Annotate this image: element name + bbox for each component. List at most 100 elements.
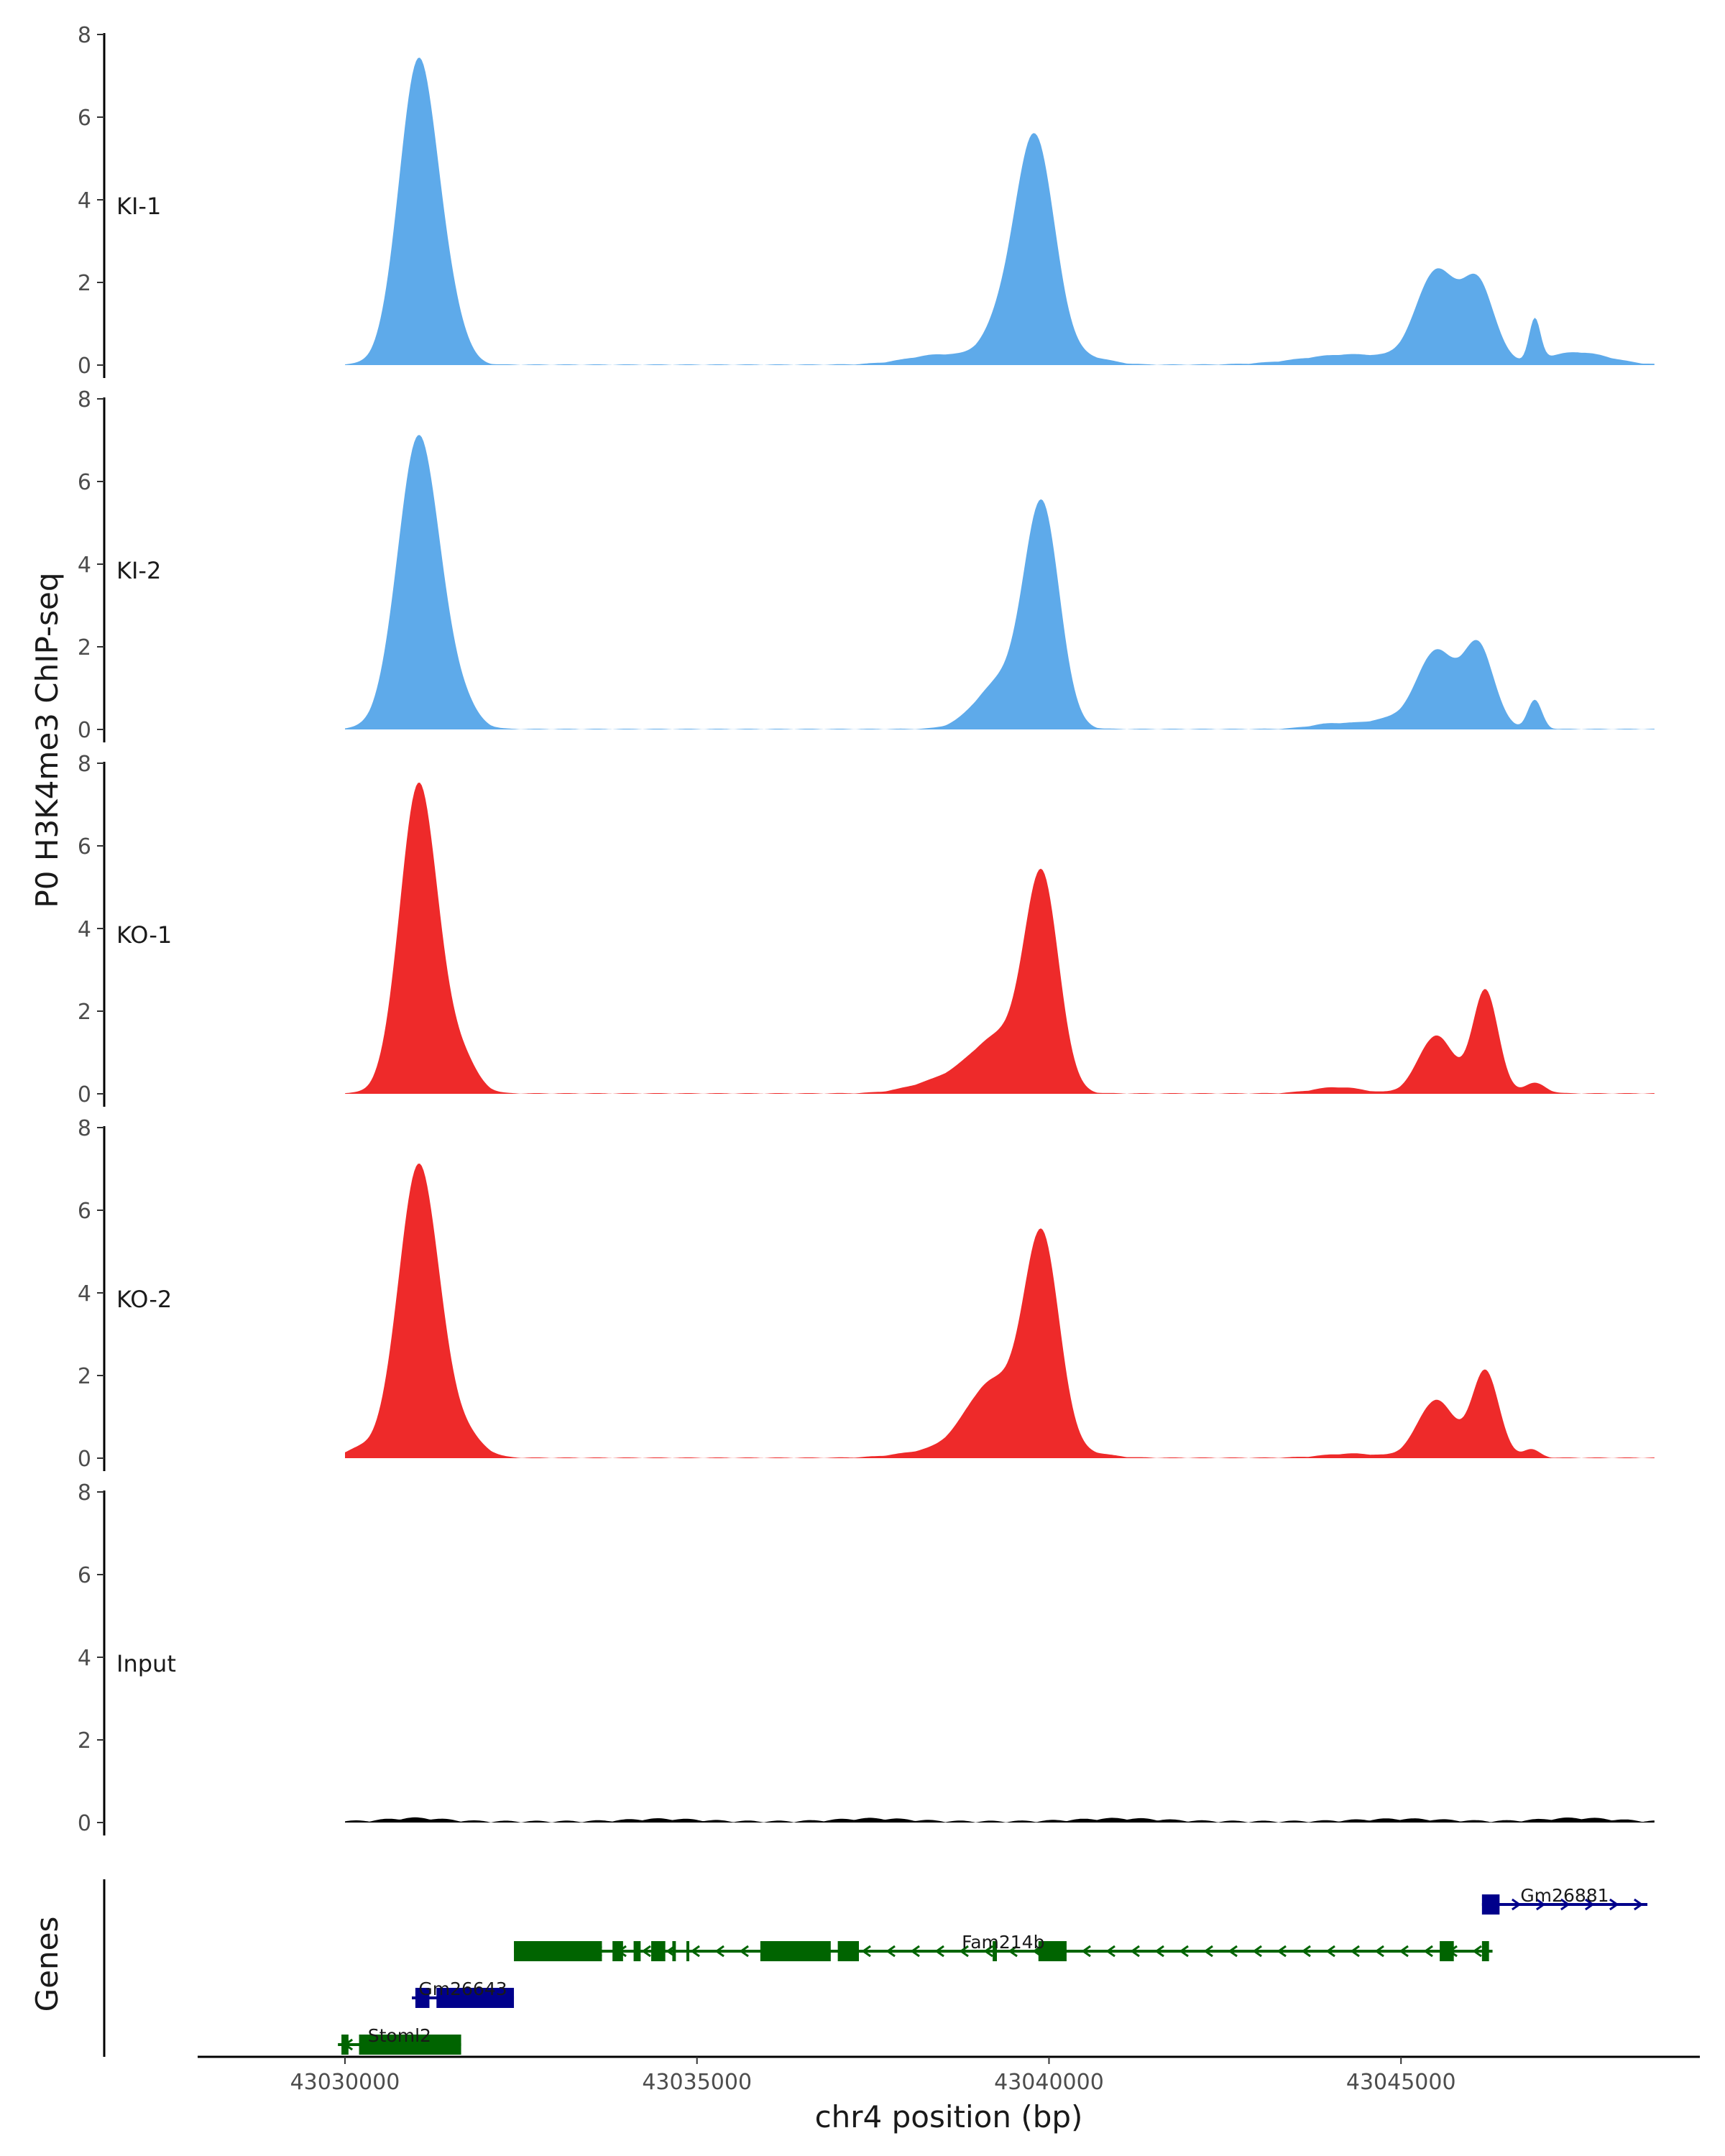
strand-arrow bbox=[641, 1945, 651, 1958]
gene-exon bbox=[514, 1941, 602, 1961]
gene-fam214b: Fam214b bbox=[514, 1932, 1493, 1961]
x-tick-label: 43030000 bbox=[290, 2070, 400, 2095]
gene-exon bbox=[651, 1941, 666, 1961]
gene-exon bbox=[341, 2035, 349, 2055]
y-tick-label: 6 bbox=[78, 106, 91, 131]
coverage-area bbox=[345, 57, 1655, 366]
strand-arrow bbox=[714, 1945, 724, 1958]
y-tick-label: 8 bbox=[78, 23, 91, 48]
track-input: 0 2 4 6 8 Input bbox=[78, 1480, 1655, 1836]
strand-arrow bbox=[1081, 1945, 1091, 1958]
x-axis: 43030000 43035000 43040000 43045000 bbox=[198, 2055, 1700, 2095]
track-label: KI-2 bbox=[116, 557, 161, 584]
strand-arrow bbox=[861, 1945, 871, 1958]
y-tick-label: 8 bbox=[78, 1116, 91, 1141]
y-tick-label: 4 bbox=[78, 188, 91, 213]
gene-label: Gm26643 bbox=[418, 1978, 507, 1999]
strand-arrow bbox=[1560, 1898, 1570, 1911]
strand-arrow bbox=[1472, 1945, 1482, 1958]
gene-exon bbox=[1440, 1941, 1454, 1961]
strand-arrow bbox=[1228, 1945, 1238, 1958]
gene-exon bbox=[837, 1941, 859, 1961]
y-tick-label: 2 bbox=[78, 1364, 91, 1389]
y-tick-label: 0 bbox=[78, 354, 91, 379]
strand-arrow bbox=[1154, 1945, 1164, 1958]
y-tick-label: 4 bbox=[78, 1646, 91, 1671]
track-ko-2: 0 2 4 6 8 KO-2 bbox=[78, 1116, 1655, 1472]
strand-arrow bbox=[1325, 1945, 1335, 1958]
strand-arrow bbox=[1008, 1945, 1018, 1958]
y-tick-label: 4 bbox=[78, 1281, 91, 1307]
strand-arrow bbox=[1511, 1898, 1522, 1911]
gene-exon bbox=[633, 1941, 641, 1961]
strand-arrow bbox=[739, 1945, 749, 1958]
y-tick-label: 0 bbox=[78, 1082, 91, 1107]
gene-exon bbox=[415, 1988, 430, 2008]
y-tick-label: 0 bbox=[78, 1447, 91, 1472]
y-tick-label: 2 bbox=[78, 271, 91, 296]
track-ki-2: 0 2 4 6 8 KI-2 bbox=[78, 387, 1655, 743]
y-tick-label: 4 bbox=[78, 917, 91, 942]
x-tick-label: 43045000 bbox=[1346, 2070, 1456, 2095]
genes-track-title: Genes bbox=[29, 1917, 65, 2012]
strand-arrow bbox=[690, 1945, 700, 1958]
coverage-tracks: 0 2 4 6 8 KI-1 0 2 4 6 8 KI-2 0 2 4 6 8 KO-1 0 2 4 6 8 KO-2 0 2 4 6… bbox=[78, 23, 1655, 1836]
track-ki-1: 0 2 4 6 8 KI-1 bbox=[78, 23, 1655, 379]
gene-exon bbox=[436, 1988, 515, 2008]
coverage-area bbox=[345, 783, 1655, 1094]
gene-exon bbox=[359, 2035, 461, 2055]
y-tick-label: 0 bbox=[78, 718, 91, 743]
y-tick-label: 2 bbox=[78, 1000, 91, 1025]
strand-arrow bbox=[1301, 1945, 1311, 1958]
strand-arrow bbox=[1130, 1945, 1140, 1958]
strand-arrow bbox=[1203, 1945, 1213, 1958]
coverage-area bbox=[345, 1164, 1655, 1458]
gene-stoml2: Stoml2 bbox=[338, 2025, 461, 2055]
strand-arrow bbox=[1584, 1898, 1595, 1911]
strand-arrow bbox=[1276, 1945, 1287, 1958]
track-label: KO-2 bbox=[116, 1286, 172, 1313]
track-label: KI-1 bbox=[116, 193, 161, 220]
strand-arrow bbox=[886, 1945, 896, 1958]
track-ko-1: 0 2 4 6 8 KO-1 bbox=[78, 752, 1655, 1107]
y-tick-label: 8 bbox=[78, 387, 91, 413]
strand-arrow bbox=[1179, 1945, 1189, 1958]
y-tick-label: 8 bbox=[78, 752, 91, 777]
strand-arrow bbox=[1609, 1898, 1619, 1911]
y-tick-label: 2 bbox=[78, 1728, 91, 1754]
x-tick-label: 43035000 bbox=[642, 2070, 752, 2095]
y-tick-label: 4 bbox=[78, 553, 91, 578]
strand-arrow bbox=[959, 1945, 969, 1958]
strand-arrow bbox=[910, 1945, 920, 1958]
track-label: KO-1 bbox=[116, 921, 172, 949]
y-tick-label: 6 bbox=[78, 1199, 91, 1224]
x-tick-label: 43040000 bbox=[994, 2070, 1104, 2095]
gene-exon bbox=[1481, 1894, 1500, 1915]
gene-label: Stoml2 bbox=[368, 2025, 431, 2046]
track-label: Input bbox=[116, 1650, 176, 1677]
strand-arrow bbox=[983, 1945, 993, 1958]
strand-arrow bbox=[934, 1945, 944, 1958]
gene-gm26881: Gm26881 bbox=[1481, 1885, 1648, 1915]
y-axis-title: P0 H3K4me3 ChIP-seq bbox=[29, 572, 65, 908]
coverage-area bbox=[345, 435, 1655, 729]
gene-exon bbox=[1481, 1941, 1489, 1961]
gene-exon bbox=[672, 1941, 676, 1961]
strand-arrow bbox=[1633, 1898, 1644, 1911]
gene-gm26643: Gm26643 bbox=[412, 1978, 515, 2008]
y-tick-label: 8 bbox=[78, 1480, 91, 1506]
strand-arrow bbox=[1535, 1898, 1546, 1911]
gene-exon bbox=[760, 1941, 831, 1961]
x-axis-title: chr4 position (bp) bbox=[815, 2099, 1083, 2134]
coverage-area bbox=[345, 1817, 1655, 1823]
y-tick-label: 6 bbox=[78, 470, 91, 495]
y-tick-label: 6 bbox=[78, 834, 91, 860]
strand-arrow bbox=[1374, 1945, 1384, 1958]
y-tick-label: 6 bbox=[78, 1563, 91, 1588]
strand-arrow bbox=[1252, 1945, 1262, 1958]
genes-track: Gm26881 Fam214b Gm26643 Stoml2 bbox=[103, 1879, 1648, 2057]
gene-exon bbox=[612, 1941, 623, 1961]
y-tick-label: 2 bbox=[78, 635, 91, 660]
strand-arrow bbox=[1399, 1945, 1409, 1958]
gene-label: Gm26881 bbox=[1520, 1885, 1609, 1906]
